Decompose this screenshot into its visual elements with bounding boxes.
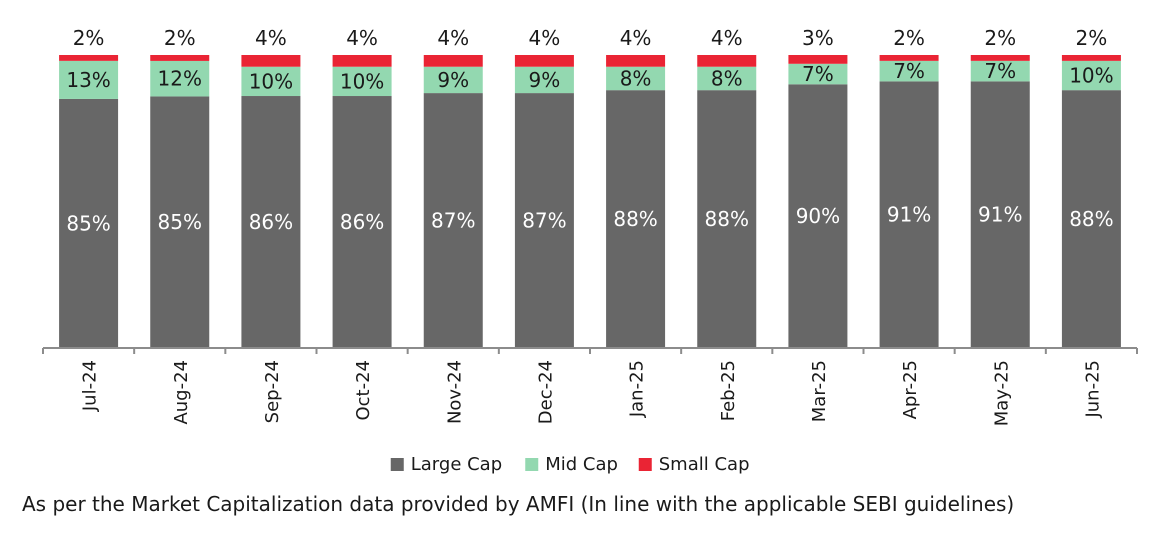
value-label-mid-cap-jan-25: 8% — [620, 66, 652, 90]
value-label-large-cap-dec-24: 87% — [522, 209, 566, 233]
bar-mid-cap-oct-24 — [332, 66, 392, 97]
value-label-mid-cap-jul-24: 13% — [66, 68, 110, 92]
value-label-mid-cap-feb-25: 8% — [711, 66, 743, 90]
bar-large-cap-sep-24 — [241, 96, 301, 349]
legend-label-small-cap: Small Cap — [659, 454, 750, 475]
x-tick-label-sep-24: Sep-24 — [262, 360, 283, 423]
bar-mid-cap-may-25 — [970, 60, 1030, 82]
bar-small-cap-jun-25 — [1061, 55, 1121, 61]
x-tick-label-feb-25: Feb-25 — [718, 360, 739, 421]
value-label-small-cap-jul-24: 2% — [73, 26, 105, 50]
x-tick-label-may-25: May-25 — [991, 360, 1012, 426]
bar-large-cap-jan-25 — [606, 90, 666, 348]
x-tick-label-oct-24: Oct-24 — [353, 360, 374, 421]
chart-footnote: As per the Market Capitalization data pr… — [22, 492, 1015, 516]
bar-small-cap-dec-24 — [514, 55, 574, 67]
value-label-mid-cap-may-25: 7% — [984, 59, 1016, 83]
value-label-large-cap-sep-24: 86% — [249, 210, 293, 234]
bar-small-cap-aug-24 — [150, 55, 210, 61]
value-label-large-cap-nov-24: 87% — [431, 209, 475, 233]
value-label-small-cap-sep-24: 4% — [255, 26, 287, 50]
bar-large-cap-may-25 — [970, 81, 1030, 349]
legend-label-large-cap: Large Cap — [411, 454, 502, 475]
value-label-large-cap-feb-25: 88% — [705, 207, 749, 231]
value-labels-layer: 85% 13% 2% 85% 12% 2% 86% 10% 4% 86% 10% 4% 87% 9% 4% 8… — [66, 26, 1113, 235]
bar-small-cap-mar-25 — [788, 55, 848, 64]
value-label-mid-cap-sep-24: 10% — [249, 69, 293, 93]
value-label-small-cap-jan-25: 4% — [620, 26, 652, 50]
value-label-large-cap-mar-25: 90% — [796, 204, 840, 228]
value-label-small-cap-mar-25: 3% — [802, 26, 834, 50]
value-label-mid-cap-oct-24: 10% — [340, 69, 384, 93]
value-label-small-cap-may-25: 2% — [984, 26, 1016, 50]
value-label-mid-cap-aug-24: 12% — [158, 67, 202, 91]
x-tick-label-nov-24: Nov-24 — [444, 360, 465, 424]
x-tick-label-jul-24: Jul-24 — [80, 360, 101, 412]
value-label-small-cap-jun-25: 2% — [1076, 26, 1108, 50]
bar-large-cap-dec-24 — [514, 93, 574, 348]
bar-small-cap-may-25 — [970, 55, 1030, 61]
bar-large-cap-jun-25 — [1061, 90, 1121, 348]
legend-swatch-small-cap — [638, 458, 652, 471]
x-axis — [42, 347, 1138, 354]
bar-small-cap-apr-25 — [879, 55, 939, 61]
legend: Large Cap Mid Cap Small Cap — [390, 454, 750, 475]
value-label-small-cap-oct-24: 4% — [346, 26, 378, 50]
bar-large-cap-aug-24 — [150, 96, 210, 348]
value-label-large-cap-may-25: 91% — [978, 203, 1022, 227]
value-label-large-cap-oct-24: 86% — [340, 210, 384, 234]
x-tick-label-dec-24: Dec-24 — [535, 360, 556, 424]
bar-mid-cap-nov-24 — [423, 66, 483, 94]
x-tick-label-mar-25: Mar-25 — [809, 360, 830, 422]
bar-mid-cap-dec-24 — [514, 66, 574, 94]
value-label-large-cap-apr-25: 91% — [887, 203, 931, 227]
bar-large-cap-oct-24 — [332, 96, 392, 349]
value-label-small-cap-aug-24: 2% — [164, 26, 196, 50]
bar-mid-cap-jul-24 — [59, 60, 119, 99]
bar-mid-cap-apr-25 — [879, 60, 939, 82]
bar-mid-cap-jun-25 — [1061, 60, 1121, 91]
value-label-large-cap-jun-25: 88% — [1069, 207, 1113, 231]
bar-mid-cap-feb-25 — [697, 66, 757, 91]
value-label-small-cap-feb-25: 4% — [711, 26, 743, 50]
x-tick-labels-layer: Jul-24 Aug-24 Sep-24 Oct-24 Nov-24 Dec-24 Jan-… — [80, 360, 1104, 426]
bar-mid-cap-aug-24 — [150, 60, 210, 97]
value-label-mid-cap-nov-24: 9% — [437, 68, 469, 92]
bar-small-cap-feb-25 — [697, 55, 757, 67]
value-label-large-cap-aug-24: 85% — [158, 210, 202, 234]
value-label-small-cap-dec-24: 4% — [529, 26, 561, 50]
x-tick-label-jan-25: Jan-25 — [627, 360, 648, 418]
value-label-large-cap-jan-25: 88% — [613, 207, 657, 231]
legend-swatch-large-cap — [390, 458, 404, 471]
value-label-mid-cap-mar-25: 7% — [802, 62, 834, 86]
value-label-mid-cap-dec-24: 9% — [529, 68, 561, 92]
bars-layer — [59, 55, 1121, 349]
bar-small-cap-nov-24 — [423, 55, 483, 67]
bar-large-cap-mar-25 — [788, 84, 848, 349]
bar-mid-cap-sep-24 — [241, 66, 301, 97]
bar-large-cap-nov-24 — [423, 93, 483, 348]
bar-small-cap-jan-25 — [606, 55, 666, 67]
legend-swatch-mid-cap — [525, 458, 539, 471]
legend-label-mid-cap: Mid Cap — [545, 454, 618, 475]
value-label-small-cap-nov-24: 4% — [437, 26, 469, 50]
bar-small-cap-sep-24 — [241, 55, 301, 67]
x-tick-label-aug-24: Aug-24 — [171, 360, 192, 425]
bar-mid-cap-mar-25 — [788, 63, 848, 85]
bar-small-cap-jul-24 — [59, 55, 119, 61]
bar-large-cap-feb-25 — [697, 90, 757, 348]
value-label-mid-cap-apr-25: 7% — [893, 59, 925, 83]
bar-large-cap-apr-25 — [879, 81, 939, 349]
x-tick-label-jun-25: Jun-25 — [1082, 360, 1103, 419]
stacked-bar-chart: 85% 13% 2% 85% 12% 2% 86% 10% 4% 86% 10% 4% 87% 9% 4% 8… — [42, 26, 1138, 475]
bar-large-cap-jul-24 — [59, 98, 119, 348]
bar-mid-cap-jan-25 — [606, 66, 666, 91]
x-tick-label-apr-25: Apr-25 — [900, 360, 921, 419]
bar-small-cap-oct-24 — [332, 55, 392, 67]
value-label-large-cap-jul-24: 85% — [66, 211, 110, 235]
value-label-small-cap-apr-25: 2% — [893, 26, 925, 50]
value-label-mid-cap-jun-25: 10% — [1069, 64, 1113, 88]
